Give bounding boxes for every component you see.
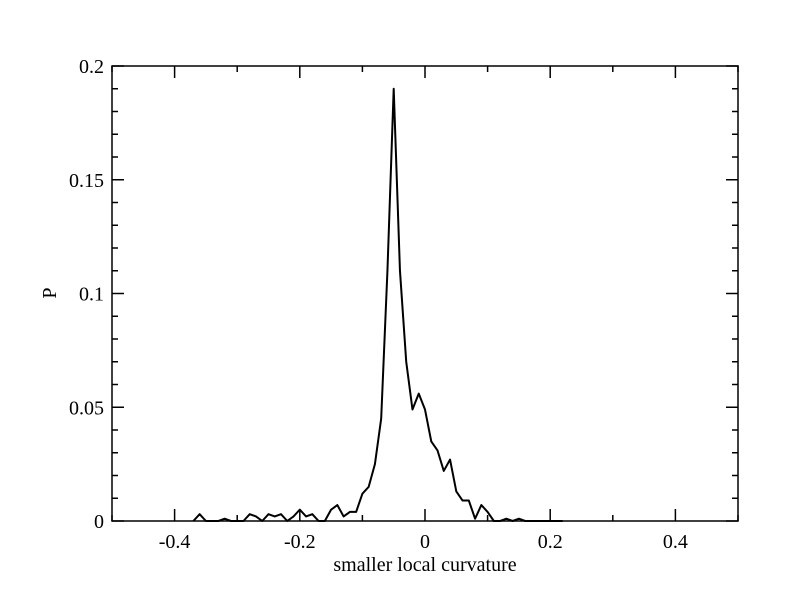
series-line bbox=[192, 87, 563, 522]
x-tick-label: 0.4 bbox=[663, 531, 688, 553]
y-tick-label: 0.05 bbox=[69, 397, 104, 419]
x-tick-label: -0.4 bbox=[159, 531, 191, 553]
plot-frame bbox=[111, 65, 739, 522]
y-tick-labels: 0 0.05 0.1 0.15 0.2 bbox=[69, 56, 104, 533]
x-axis-label: smaller local curvature bbox=[333, 554, 516, 576]
x-tick-label: -0.2 bbox=[284, 531, 316, 553]
x-tick-label: 0.2 bbox=[538, 531, 563, 553]
y-tick-label: 0 bbox=[94, 511, 104, 533]
x-tick-label: 0 bbox=[420, 531, 430, 553]
y-tick-label: 0.1 bbox=[79, 284, 104, 306]
y-axis-label: P bbox=[39, 287, 61, 298]
x-tick-labels: -0.4 -0.2 0 0.2 0.4 bbox=[159, 531, 688, 553]
axis-ticks bbox=[111, 65, 739, 522]
y-tick-label: 0.15 bbox=[69, 170, 104, 192]
y-tick-label: 0.2 bbox=[79, 56, 104, 78]
